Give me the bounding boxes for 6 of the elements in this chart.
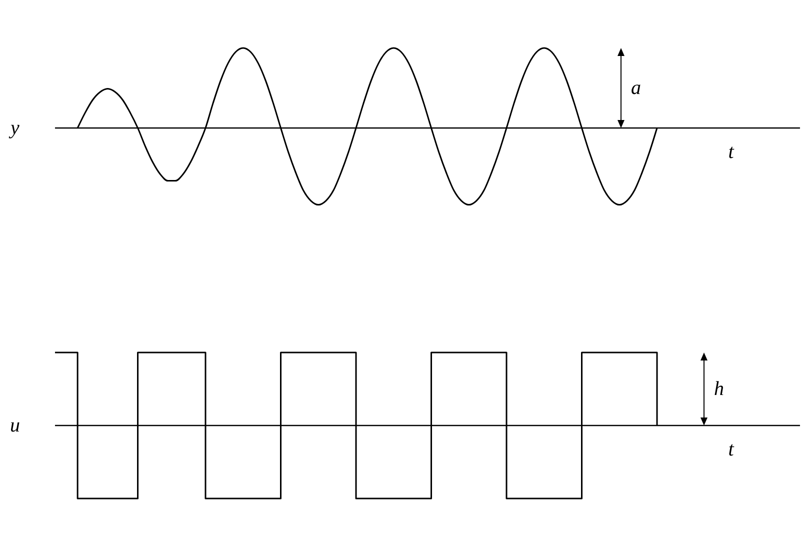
x-axis-title: t xyxy=(728,438,734,460)
annotation: a xyxy=(631,77,641,99)
y-axis-title: u xyxy=(10,414,20,436)
x-axis-title: t xyxy=(728,141,734,163)
y-axis-title: y xyxy=(8,117,20,139)
annotation: h xyxy=(714,378,724,400)
